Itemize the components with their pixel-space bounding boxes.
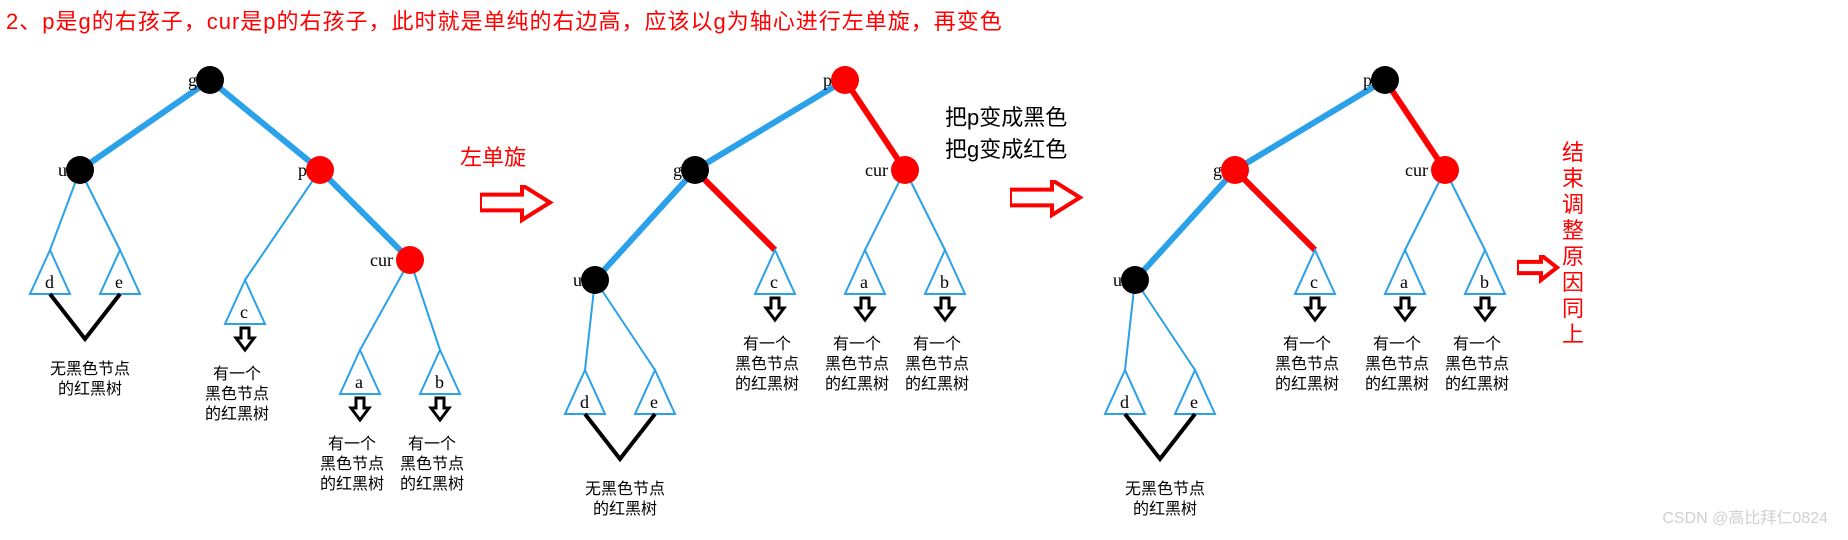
annotation-c: 有一个黑色节点的红黑树 <box>1275 335 1339 395</box>
node-label-p: p <box>823 70 832 91</box>
tri-label-b: b <box>1480 272 1489 293</box>
tree-stage-3: cabdepgcuru有一个黑色节点的红黑树有一个黑色节点的红黑树有一个黑色节点… <box>1095 50 1515 480</box>
tree-stage-2: cabdepgcuru有一个黑色节点的红黑树有一个黑色节点的红黑树有一个黑色节点… <box>555 50 975 480</box>
annotation-de: 无黑色节点的红黑树 <box>1125 480 1205 520</box>
annotation-de: 无黑色节点的红黑树 <box>585 480 665 520</box>
node-label-g: g <box>673 160 682 181</box>
tri-label-a: a <box>860 272 868 293</box>
annotation-a: 有一个黑色节点的红黑树 <box>1365 335 1429 395</box>
tri-label-c: c <box>1310 272 1318 293</box>
annotation-b: 有一个黑色节点的红黑树 <box>400 435 464 495</box>
diagram-title: 2、p是g的右孩子，cur是p的右孩子，此时就是单纯的右边高，应该以g为轴心进行… <box>6 4 1003 36</box>
node-label-cur: cur <box>1405 160 1428 181</box>
node-label-g: g <box>1213 160 1222 181</box>
step-label-end: 结束调整原因同上 <box>1562 140 1584 348</box>
node-label-u: u <box>58 160 67 181</box>
node-label-u: u <box>573 270 582 291</box>
annotation-a: 有一个黑色节点的红黑树 <box>825 335 889 395</box>
tri-label-d: d <box>45 272 54 293</box>
tri-label-e: e <box>1190 392 1198 413</box>
tri-label-e: e <box>650 392 658 413</box>
step-label-rotate: 左单旋 <box>460 140 526 172</box>
node-label-g: g <box>188 70 197 91</box>
annotation-b: 有一个黑色节点的红黑树 <box>905 335 969 395</box>
annotation-c: 有一个黑色节点的红黑树 <box>735 335 799 395</box>
tri-label-b: b <box>940 272 949 293</box>
tri-label-b: b <box>435 372 444 393</box>
node-label-cur: cur <box>370 250 393 271</box>
node-label-cur: cur <box>865 160 888 181</box>
tri-label-e: e <box>115 272 123 293</box>
tri-label-a: a <box>1400 272 1408 293</box>
tri-label-c: c <box>240 302 248 323</box>
annotation-de: 无黑色节点的红黑树 <box>50 360 130 400</box>
watermark: CSDN @高比拜仁0824 <box>1662 504 1828 528</box>
step-label-recolor: 把p变成黑色把g变成红色 <box>945 100 1067 164</box>
annotation-b: 有一个黑色节点的红黑树 <box>1445 335 1509 395</box>
annotation-c: 有一个黑色节点的红黑树 <box>205 365 269 425</box>
annotation-a: 有一个黑色节点的红黑树 <box>320 435 384 495</box>
tri-label-c: c <box>770 272 778 293</box>
node-label-u: u <box>1113 270 1122 291</box>
tri-label-a: a <box>355 372 363 393</box>
node-label-p: p <box>298 160 307 181</box>
tri-label-d: d <box>580 392 589 413</box>
node-label-p: p <box>1363 70 1372 91</box>
tree-stage-1: decabgupcur无黑色节点的红黑树有一个黑色节点的红黑树有一个黑色节点的红… <box>0 50 470 480</box>
tri-label-d: d <box>1120 392 1129 413</box>
